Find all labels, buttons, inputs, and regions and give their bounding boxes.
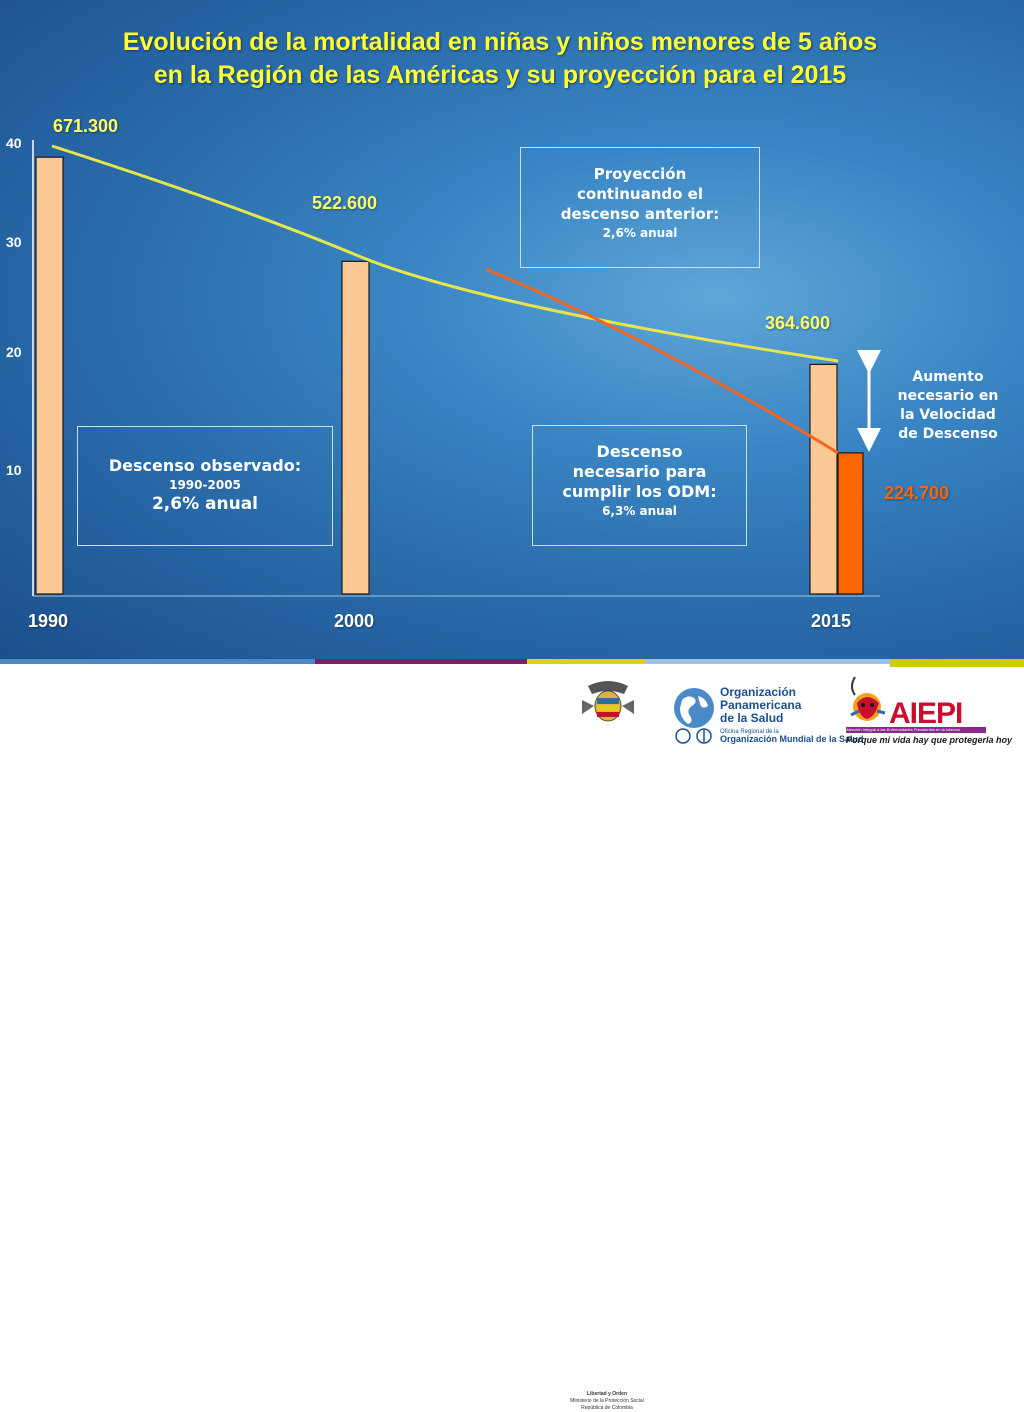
chart-area (32, 140, 881, 597)
chart-title: Evolución de la mortalidad en niñas y ni… (30, 26, 970, 92)
projection-box-line-1: Proyección (593, 165, 687, 183)
speed-note-line-4: de Descenso (898, 426, 998, 442)
bar-observed-2015 (809, 363, 838, 595)
y-tick-label: 20 (6, 344, 22, 360)
y-tick-label: 40 (6, 135, 22, 151)
ops-sub-line-1: Oficina Regional de la (720, 729, 779, 735)
speed-note-line-2: necesario en (897, 388, 999, 404)
aiepi-banner-text: Atención Integral a las Enfermedades Pre… (846, 727, 960, 732)
x-tick-label: 2015 (811, 611, 852, 631)
colombia-crest-logo (582, 681, 634, 722)
aiepi-slogan: Porque mi vida hay que protegerla hoy (846, 735, 1013, 745)
speed-note-line-1: Aumento (912, 369, 984, 385)
color-strip (0, 659, 1024, 667)
line-projection-series (51, 144, 839, 363)
who-emblem-icon (675, 728, 712, 744)
required-box: Descenso necesario para cumplir los ODM:… (532, 425, 747, 546)
projection-box-line-3: descenso anterior: (560, 205, 720, 223)
ops-globe-logo (674, 688, 714, 728)
data-label: 671.300 (53, 116, 119, 136)
ops-sub-line-2: Organización Mundial de la Salud (720, 734, 864, 744)
ops-name-line-3: de la Salud (720, 711, 784, 725)
projection-box: Proyección continuando el descenso anter… (520, 147, 760, 268)
observed-box-line-1: Descenso observado: (108, 456, 302, 475)
aiepi-character-logo (850, 676, 886, 721)
observed-box: Descenso observado: 1990-2005 2,6% anual (77, 426, 333, 546)
data-label: 522.600 (312, 193, 378, 213)
y-tick-label: 30 (6, 234, 22, 250)
chart-title-line-2: en la Región de las Américas y su proyec… (153, 61, 847, 89)
bar-target-2015 (837, 452, 864, 595)
observed-box-rate: 2,6% anual (151, 494, 259, 514)
projection-box-line-2: continuando el (577, 185, 703, 203)
required-box-line-2: necesario para (572, 462, 707, 481)
footer-logos: Libertad y Orden Ministerio de la Protec… (0, 667, 1024, 1411)
required-box-line-3: cumplir los ODM: (562, 482, 717, 501)
chart-title-line-1: Evolución de la mortalidad en niñas y ni… (122, 28, 878, 56)
bar-observed-2000 (341, 260, 370, 595)
speed-increase-note: Aumento necesario en la Velocidad de Des… (886, 368, 1010, 444)
required-box-line-1: Descenso (596, 442, 683, 461)
data-label: 224.700 (884, 483, 950, 503)
bar-observed-1990 (35, 156, 64, 595)
aiepi-wordmark: AIEPI (889, 697, 963, 730)
aiepi-banner: Atención Integral a las Enfermedades Pre… (846, 727, 986, 733)
ops-name-line-1: Organización (720, 685, 797, 699)
observed-box-period: 1990-2005 (169, 478, 241, 492)
colombia-ministry: Ministerio de la Protección Social (570, 1398, 644, 1404)
slide-background: Evolución de la mortalidad en niñas y ni… (0, 0, 1024, 660)
colombia-motto: Libertad y Orden (586, 1391, 627, 1397)
ops-subtitle: Oficina Regional de la Organización Mund… (720, 729, 864, 745)
data-label: 364.600 (765, 313, 831, 333)
colombia-logo-text: Libertad y Orden Ministerio de la Protec… (566, 1391, 648, 1412)
line-required-series (485, 267, 839, 455)
colombia-republic: República de Colombia (581, 1405, 633, 1411)
ops-name: Organización Panamericana de la Salud (720, 686, 801, 725)
speed-note-line-3: la Velocidad (900, 407, 996, 423)
x-tick-label: 2000 (334, 611, 375, 631)
projection-box-rate: 2,6% anual (602, 226, 678, 240)
y-tick-label: 10 (6, 462, 22, 478)
x-tick-label: 1990 (28, 611, 69, 631)
required-box-rate: 6,3% anual (602, 504, 677, 518)
ops-name-line-2: Panamericana (720, 698, 802, 712)
